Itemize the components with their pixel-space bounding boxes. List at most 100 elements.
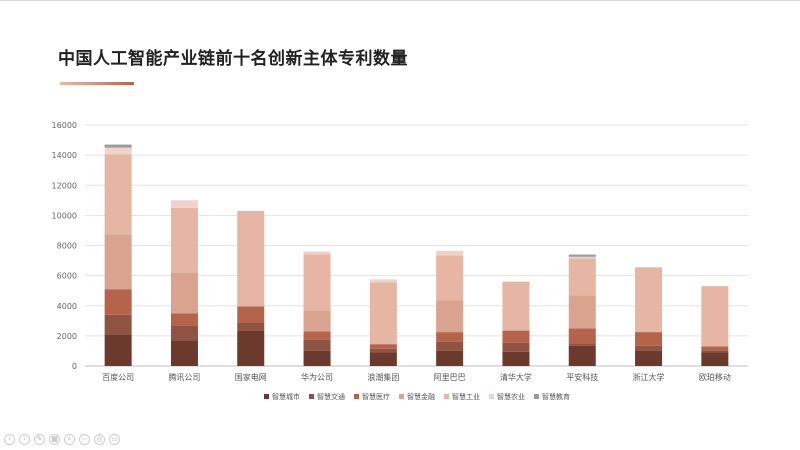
bar-segment bbox=[303, 339, 331, 351]
bar-segment bbox=[170, 207, 198, 273]
bar-segment bbox=[104, 144, 132, 148]
legend-swatch bbox=[534, 394, 539, 399]
slides-grid-icon[interactable]: ▦ bbox=[49, 433, 60, 445]
bar-segment bbox=[104, 314, 132, 335]
x-tick-label: 平安科技 bbox=[566, 372, 598, 382]
bar-segment bbox=[104, 154, 132, 235]
bar-segment bbox=[635, 332, 663, 346]
slide-title: 中国人工智能产业链前十名创新主体专利数量 bbox=[58, 49, 408, 69]
bar-segment bbox=[436, 255, 464, 301]
x-tick-label: 浙江大学 bbox=[633, 372, 665, 382]
presentation-controls: ‹ › ✎ ▦ ⌕ ⋯ ◎ ▭ bbox=[4, 432, 120, 446]
bar-segment bbox=[104, 147, 132, 155]
bar-segment bbox=[635, 350, 663, 366]
x-tick-label: 浪潮集团 bbox=[367, 372, 399, 382]
legend-label: 智慧教育 bbox=[542, 392, 570, 401]
bar-segment bbox=[303, 310, 331, 332]
legend-label: 智慧金融 bbox=[407, 392, 435, 401]
bar-segment bbox=[369, 282, 397, 345]
bar-segment bbox=[104, 289, 132, 315]
more-options-icon[interactable]: ⋯ bbox=[79, 433, 90, 445]
legend-label: 智慧医疗 bbox=[362, 392, 390, 401]
y-tick-label: 0 bbox=[72, 362, 77, 371]
bar-segment bbox=[502, 351, 530, 366]
bar-segment bbox=[170, 200, 198, 208]
bar-segment bbox=[568, 258, 596, 296]
bar-segment bbox=[568, 254, 596, 257]
bar-segment bbox=[369, 352, 397, 366]
bar-segment bbox=[436, 350, 464, 366]
legend-swatch bbox=[444, 394, 449, 399]
bar-segment bbox=[104, 334, 132, 366]
legend-swatch bbox=[264, 394, 269, 399]
bar-segment bbox=[104, 234, 132, 290]
x-tick-label: 阿里巴巴 bbox=[434, 373, 466, 382]
bar-segment bbox=[568, 256, 596, 259]
bar-segment bbox=[502, 281, 530, 331]
bar-segment bbox=[170, 325, 198, 341]
laser-pointer-icon[interactable]: ◎ bbox=[94, 433, 105, 445]
bar-segment bbox=[303, 350, 331, 366]
bar-segment bbox=[436, 300, 464, 333]
x-tick-label: 腾讯公司 bbox=[168, 372, 200, 382]
legend-swatch bbox=[399, 394, 404, 399]
top-divider bbox=[0, 0, 800, 1]
bar-segment bbox=[436, 250, 464, 256]
x-tick-label: 欧珀移动 bbox=[699, 372, 731, 382]
legend-swatch bbox=[354, 394, 359, 399]
legend-swatch bbox=[489, 394, 494, 399]
bar-segment bbox=[568, 328, 596, 344]
bar-segment bbox=[568, 345, 596, 366]
bar-segment bbox=[635, 345, 663, 351]
bar-segment bbox=[701, 352, 729, 366]
bar-segment bbox=[170, 272, 198, 314]
y-tick-label: 12000 bbox=[52, 181, 77, 190]
bar-segment bbox=[170, 313, 198, 326]
legend-swatch bbox=[309, 394, 314, 399]
bar-segment bbox=[502, 342, 530, 352]
next-slide-icon[interactable]: › bbox=[19, 433, 30, 445]
title-accent-bar bbox=[60, 82, 134, 85]
pen-tool-icon[interactable]: ✎ bbox=[34, 433, 45, 445]
bar-segment bbox=[436, 341, 464, 351]
prev-slide-icon[interactable]: ‹ bbox=[4, 433, 15, 445]
x-tick-label: 国家电网 bbox=[235, 372, 267, 382]
legend-label: 智慧城市 bbox=[272, 392, 300, 401]
y-tick-label: 4000 bbox=[57, 302, 77, 311]
y-tick-label: 14000 bbox=[52, 151, 77, 160]
x-tick-label: 华为公司 bbox=[301, 372, 333, 382]
bar-segment bbox=[701, 350, 729, 353]
zoom-icon[interactable]: ⌕ bbox=[64, 433, 75, 445]
bar-segment bbox=[237, 306, 265, 323]
y-tick-label: 16000 bbox=[52, 121, 77, 130]
legend-label: 智慧工业 bbox=[452, 392, 480, 401]
bar-segment bbox=[369, 279, 397, 283]
bar-segment bbox=[237, 330, 265, 366]
x-tick-label: 清华大学 bbox=[500, 372, 532, 382]
bar-segment bbox=[701, 286, 729, 347]
legend-label: 智慧交通 bbox=[317, 392, 345, 401]
y-tick-label: 6000 bbox=[57, 272, 77, 281]
bar-segment bbox=[237, 322, 265, 331]
bar-segment bbox=[303, 251, 331, 255]
legend-label: 智慧农业 bbox=[497, 392, 525, 401]
bar-segment bbox=[237, 210, 265, 307]
bar-segment bbox=[170, 340, 198, 366]
y-tick-label: 8000 bbox=[57, 242, 77, 251]
x-tick-label: 百度公司 bbox=[102, 372, 134, 382]
bar-segment bbox=[303, 254, 331, 311]
subtitles-icon[interactable]: ▭ bbox=[109, 433, 120, 445]
bar-segment bbox=[568, 295, 596, 329]
y-tick-label: 10000 bbox=[52, 211, 77, 220]
bar-segment bbox=[568, 343, 596, 346]
bar-segment bbox=[635, 267, 663, 333]
bar-segment bbox=[436, 332, 464, 342]
y-tick-label: 2000 bbox=[57, 332, 77, 341]
bar-segment bbox=[369, 348, 397, 353]
bar-segment bbox=[303, 331, 331, 340]
bar-segment bbox=[369, 344, 397, 349]
bar-segment bbox=[701, 346, 729, 351]
bar-segment bbox=[502, 330, 530, 343]
